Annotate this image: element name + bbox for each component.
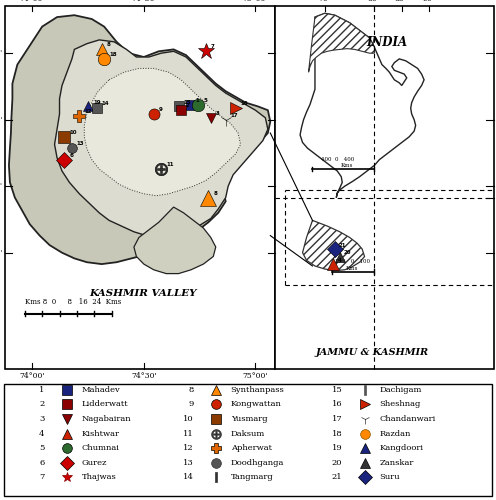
Text: 19: 19 xyxy=(93,100,101,104)
Text: 20: 20 xyxy=(344,250,351,256)
Text: Doodhganga: Doodhganga xyxy=(231,459,284,467)
Text: 3: 3 xyxy=(39,415,45,423)
Text: JAMMU & KASHMIR: JAMMU & KASHMIR xyxy=(315,348,429,358)
Text: 74°30': 74°30' xyxy=(131,0,157,2)
Text: Mahadev: Mahadev xyxy=(82,386,121,394)
Polygon shape xyxy=(9,15,270,264)
Text: Zanskar: Zanskar xyxy=(379,459,414,467)
Text: KASHMIR VALLEY: KASHMIR VALLEY xyxy=(89,290,197,298)
Text: 14: 14 xyxy=(183,474,193,482)
Text: Lidderwatt: Lidderwatt xyxy=(82,400,128,408)
Text: 9: 9 xyxy=(159,107,163,112)
Text: 85°: 85° xyxy=(395,0,409,2)
Text: 14: 14 xyxy=(102,102,109,106)
Text: 74°30': 74°30' xyxy=(131,372,157,380)
Text: 8: 8 xyxy=(107,42,111,48)
Text: 5: 5 xyxy=(203,98,207,102)
Text: 2: 2 xyxy=(39,400,45,408)
Text: 16: 16 xyxy=(241,102,248,106)
Text: 16: 16 xyxy=(332,400,342,408)
Text: 15: 15 xyxy=(184,100,191,104)
Text: 7: 7 xyxy=(39,474,45,482)
Text: Daksum: Daksum xyxy=(231,430,265,438)
Text: Kishtwar: Kishtwar xyxy=(82,430,120,438)
Text: Kms: Kms xyxy=(346,266,358,271)
Text: Chumnai: Chumnai xyxy=(82,444,120,452)
Text: Tangmarg: Tangmarg xyxy=(231,474,273,482)
Text: Suru: Suru xyxy=(379,474,400,482)
Text: 4: 4 xyxy=(39,430,45,438)
Text: Gurez: Gurez xyxy=(82,459,107,467)
Polygon shape xyxy=(300,14,424,198)
Text: 13: 13 xyxy=(183,459,193,467)
Text: 80°: 80° xyxy=(368,0,381,2)
Bar xyxy=(275,6,494,368)
Text: 10: 10 xyxy=(69,130,77,135)
Text: 9: 9 xyxy=(188,400,193,408)
Text: Kms: Kms xyxy=(341,163,353,168)
Text: Chandanwari: Chandanwari xyxy=(379,415,435,423)
Text: 17: 17 xyxy=(331,415,342,423)
Text: 13: 13 xyxy=(77,142,84,146)
Text: 18: 18 xyxy=(109,52,117,57)
Text: 74°00': 74°00' xyxy=(19,0,45,2)
Text: 74°00': 74°00' xyxy=(19,372,45,380)
Polygon shape xyxy=(134,207,216,274)
Text: 1: 1 xyxy=(39,386,45,394)
Text: Apherwat: Apherwat xyxy=(231,444,272,452)
Text: 33°30': 33°30' xyxy=(0,182,2,190)
Text: Razdan: Razdan xyxy=(379,430,411,438)
Text: 15: 15 xyxy=(331,386,342,394)
Text: 5: 5 xyxy=(39,444,45,452)
Text: 3: 3 xyxy=(216,111,220,116)
Polygon shape xyxy=(55,40,268,237)
Text: 21: 21 xyxy=(332,474,342,482)
Text: 34°00': 34°00' xyxy=(0,116,2,124)
Text: Synthanpass: Synthanpass xyxy=(231,386,284,394)
Text: Thajwas: Thajwas xyxy=(82,474,117,482)
Text: 400  0   400: 400 0 400 xyxy=(320,156,354,162)
Text: 70°: 70° xyxy=(318,0,332,2)
Text: Dachigam: Dachigam xyxy=(379,386,422,394)
Text: Kms 8  0     8   16  24  Kms: Kms 8 0 8 16 24 Kms xyxy=(25,298,121,306)
Text: 6: 6 xyxy=(39,459,45,467)
Text: 8: 8 xyxy=(188,386,193,394)
Text: 90°: 90° xyxy=(422,0,436,2)
Text: 6: 6 xyxy=(69,152,73,158)
Text: 10: 10 xyxy=(183,415,193,423)
Text: INDIA: INDIA xyxy=(367,36,407,49)
Text: 4: 4 xyxy=(337,258,341,263)
Text: 1: 1 xyxy=(196,98,200,102)
Polygon shape xyxy=(303,220,365,270)
Text: 12: 12 xyxy=(183,444,193,452)
Text: 75°00': 75°00' xyxy=(243,0,268,2)
Text: 8: 8 xyxy=(213,190,217,196)
Text: 100   0   100: 100 0 100 xyxy=(335,260,370,264)
Polygon shape xyxy=(309,14,374,72)
Text: Kongwattan: Kongwattan xyxy=(231,400,282,408)
Text: 18: 18 xyxy=(331,430,342,438)
Text: 34°30': 34°30' xyxy=(0,49,2,57)
Bar xyxy=(5,6,275,368)
Text: 17: 17 xyxy=(231,113,238,118)
Text: 11: 11 xyxy=(183,430,193,438)
Text: Kangdoori: Kangdoori xyxy=(379,444,424,452)
Text: 2: 2 xyxy=(186,104,190,108)
Text: 21: 21 xyxy=(339,243,346,248)
Text: Sheshnag: Sheshnag xyxy=(379,400,421,408)
Text: Yusmarg: Yusmarg xyxy=(231,415,267,423)
Text: 11: 11 xyxy=(166,162,174,167)
Text: Nagabairan: Nagabairan xyxy=(82,415,131,423)
Polygon shape xyxy=(84,68,241,196)
Text: 12: 12 xyxy=(84,109,92,114)
Text: 75°00': 75°00' xyxy=(243,372,268,380)
Text: 7: 7 xyxy=(211,44,215,50)
Text: 20: 20 xyxy=(332,459,342,467)
Text: 32°20': 32°20' xyxy=(0,248,2,256)
Text: 19: 19 xyxy=(331,444,342,452)
